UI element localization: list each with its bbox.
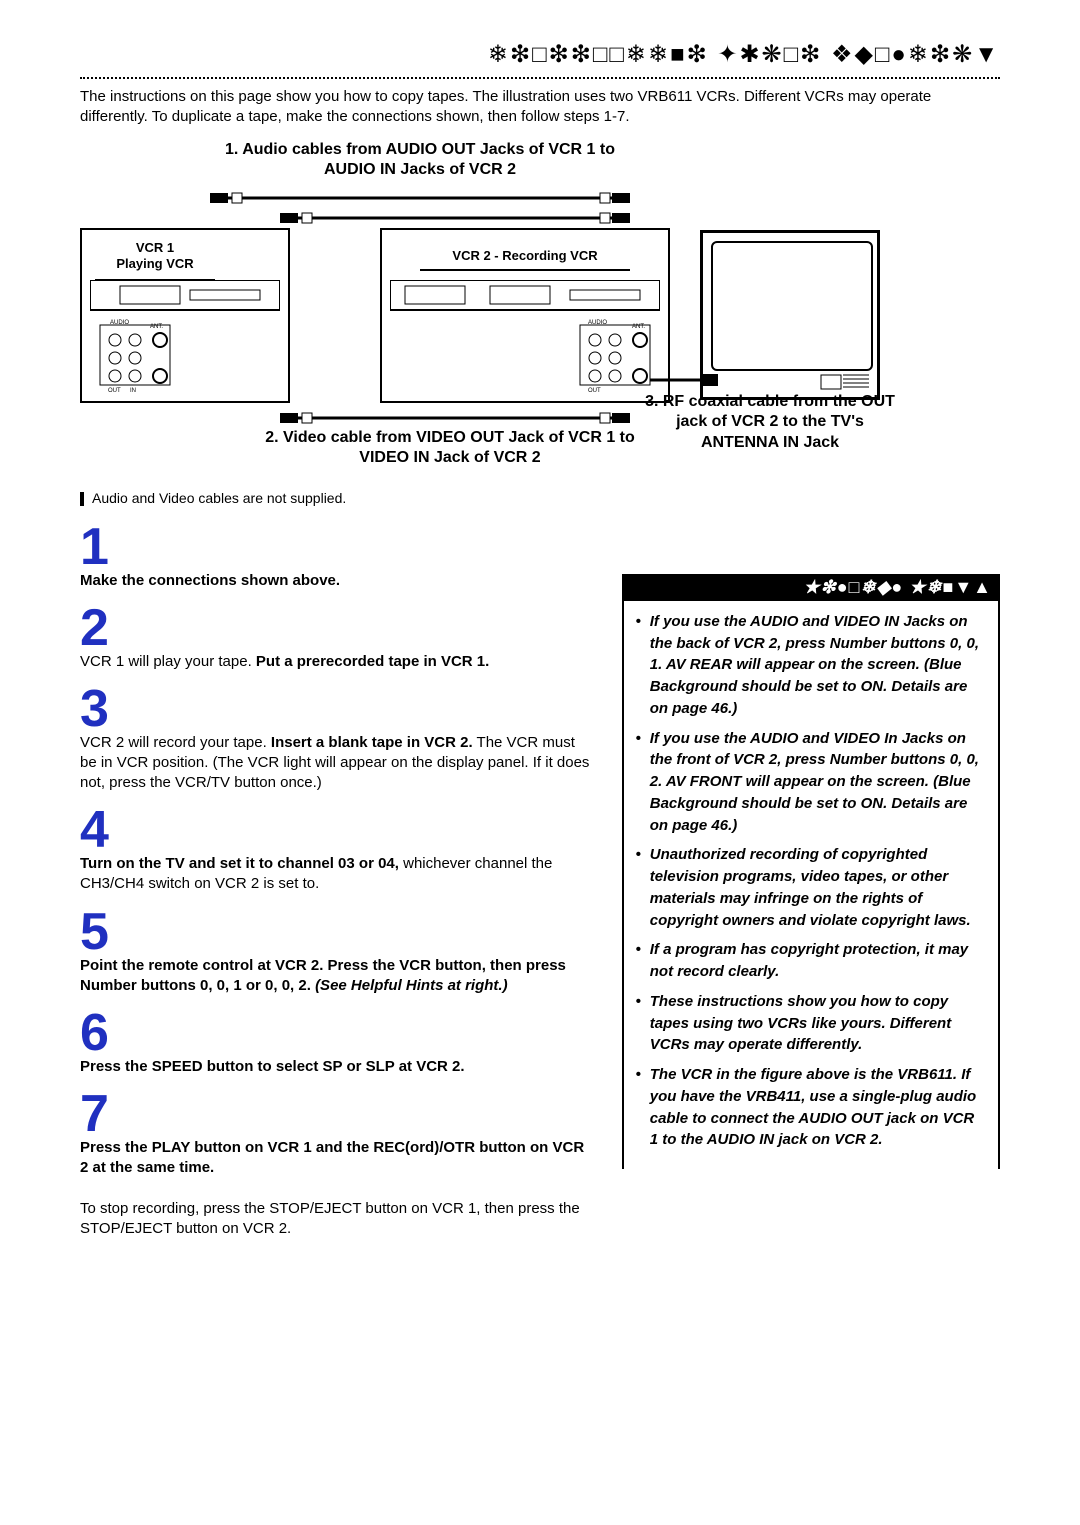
intro-paragraph: The instructions on this page show you h…: [80, 87, 1000, 128]
step-7-number: 7: [80, 1091, 592, 1138]
hint-1: If you use the AUDIO and VIDEO IN Jacks …: [636, 611, 986, 720]
hint-6: The VCR in the figure above is the VRB61…: [636, 1064, 986, 1151]
tv-screen: [711, 241, 873, 371]
hints-box: If you use the AUDIO and VIDEO IN Jacks …: [622, 601, 1000, 1169]
step-4-number: 4: [80, 807, 592, 854]
caption-audio-cables: 1. Audio cables from AUDIO OUT Jacks of …: [210, 140, 630, 182]
steps-column: 1 Make the connections shown above. 2 VC…: [80, 524, 592, 1253]
hint-4: If a program has copyright protection, i…: [636, 939, 986, 983]
step-3-number: 3: [80, 686, 592, 733]
vcr2-label: VCR 2 - Recording VCR: [420, 248, 630, 271]
svg-text:AUDIO: AUDIO: [588, 320, 607, 326]
step-2-text: VCR 1 will play your tape. Put a prereco…: [80, 652, 592, 672]
audio-cable-line-2: [280, 208, 630, 228]
step-6-text: Press the SPEED button to select SP or S…: [80, 1057, 592, 1077]
audio-cable-line-1: [210, 188, 630, 208]
step-5-text: Point the remote control at VCR 2. Press…: [80, 956, 592, 997]
step-2-number: 2: [80, 605, 592, 652]
svg-text:ANT.: ANT.: [632, 324, 645, 330]
step-1: 1 Make the connections shown above.: [80, 524, 592, 591]
hint-5: These instructions show you how to copy …: [636, 991, 986, 1056]
supply-note-text: Audio and Video cables are not supplied.: [92, 490, 346, 506]
step-7-text: Press the PLAY button on VCR 1 and the R…: [80, 1138, 592, 1239]
steps-and-hints-row: 1 Make the connections shown above. 2 VC…: [80, 524, 1000, 1253]
connection-diagram: 1. Audio cables from AUDIO OUT Jacks of …: [80, 140, 1000, 480]
step-3: 3 VCR 2 will record your tape. Insert a …: [80, 686, 592, 794]
step-3-text: VCR 2 will record your tape. Insert a bl…: [80, 733, 592, 794]
svg-text:IN: IN: [130, 388, 136, 394]
svg-text:ANT.: ANT.: [150, 324, 163, 330]
caption-video-cable: 2. Video cable from VIDEO OUT Jack of VC…: [260, 428, 640, 470]
hints-header: ★❇●□❄◆● ★❄■▼▲: [622, 574, 1000, 601]
step-5: 5 Point the remote control at VCR 2. Pre…: [80, 909, 592, 996]
hints-list: If you use the AUDIO and VIDEO IN Jacks …: [636, 611, 986, 1151]
tv-controls-sketch: [711, 371, 871, 393]
vcr1-label-l1: VCR 1: [136, 240, 174, 255]
tv-outline: [700, 230, 880, 400]
vcr1-label-l2: Playing VCR: [116, 256, 193, 271]
caption-rf-cable: 3. RF coaxial cable from the OUT jack of…: [640, 392, 900, 454]
step-7: 7 Press the PLAY button on VCR 1 and the…: [80, 1091, 592, 1239]
step-5-number: 5: [80, 909, 592, 956]
vcr1-rear-sketch: AUDIO ANT. OUT IN: [90, 280, 280, 400]
header-symbol-row: ❄❇□❇❇□□❄❄■❇ ✦✱❋□❇ ❖◆□●❄❇❋▼: [80, 40, 1000, 69]
step-4: 4 Turn on the TV and set it to channel 0…: [80, 807, 592, 894]
step-1-number: 1: [80, 524, 592, 571]
hint-2: If you use the AUDIO and VIDEO In Jacks …: [636, 728, 986, 837]
step-6-number: 6: [80, 1010, 592, 1057]
svg-text:OUT: OUT: [108, 388, 121, 394]
step-1-text: Make the connections shown above.: [80, 571, 592, 591]
vcr1-label: VCR 1 Playing VCR: [95, 240, 215, 282]
vcr2-rear-sketch: AUDIO ANT. OUT: [390, 280, 660, 400]
hint-3: Unauthorized recording of copyrighted te…: [636, 844, 986, 931]
video-cable-line: [280, 408, 630, 428]
hints-column: ★❇●□❄◆● ★❄■▼▲ If you use the AUDIO and V…: [622, 524, 1000, 1253]
supply-note: Audio and Video cables are not supplied.: [80, 490, 1000, 506]
step-6: 6 Press the SPEED button to select SP or…: [80, 1010, 592, 1077]
svg-text:AUDIO: AUDIO: [110, 320, 129, 326]
divider-dotted: [80, 77, 1000, 79]
step-4-text: Turn on the TV and set it to channel 03 …: [80, 854, 592, 895]
step-2: 2 VCR 1 will play your tape. Put a prere…: [80, 605, 592, 672]
svg-text:OUT: OUT: [588, 388, 601, 394]
